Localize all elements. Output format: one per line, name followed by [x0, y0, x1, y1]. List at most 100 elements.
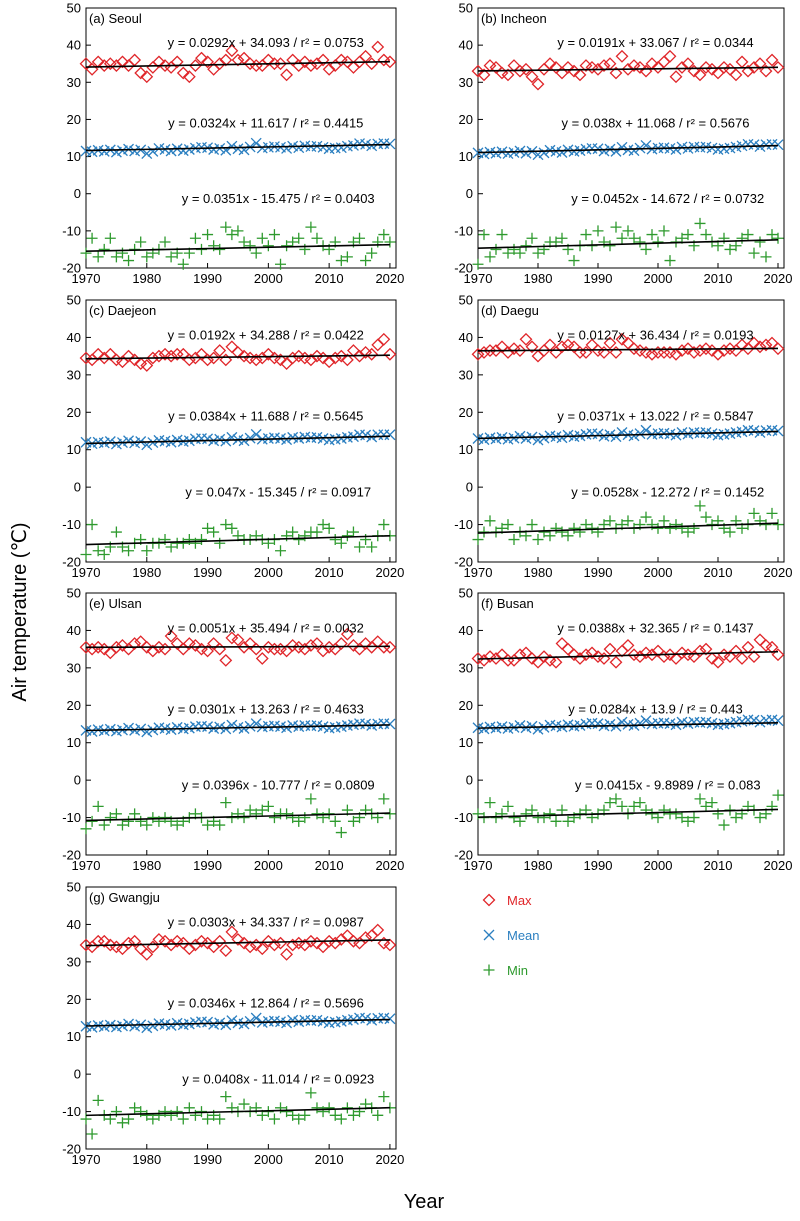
legend-item-mean: Mean — [483, 928, 540, 943]
data-point — [657, 650, 671, 664]
data-point — [646, 519, 658, 531]
x-tick-label: 2010 — [315, 858, 344, 873]
data-point — [658, 804, 670, 816]
equation-label: y = 0.0528x - 12.272 / r² = 0.1452 — [571, 485, 764, 500]
data-point — [123, 255, 135, 267]
y-tick-label: -10 — [62, 1104, 81, 1119]
data-point — [347, 1109, 359, 1121]
x-tick-label: 1980 — [132, 858, 161, 873]
x-tick-label: 1990 — [584, 565, 613, 580]
data-point — [520, 808, 532, 820]
data-point — [177, 1113, 189, 1125]
data-point — [159, 1106, 171, 1118]
data-point — [214, 433, 226, 445]
legend-marker — [482, 893, 496, 907]
legend-label: Max — [507, 893, 532, 908]
data-point — [765, 53, 779, 67]
data-point — [372, 236, 384, 248]
data-point — [244, 240, 256, 252]
x-tick-label: 2000 — [644, 858, 673, 873]
data-point — [526, 804, 538, 816]
series-min: y = 0.0415x - 9.8989 / r² = 0.083 — [472, 778, 784, 831]
data-point — [603, 642, 617, 656]
data-point — [225, 925, 239, 939]
trend-line — [477, 144, 779, 154]
data-point — [513, 648, 527, 662]
data-point — [92, 1094, 104, 1106]
x-tick-label: 2020 — [375, 271, 404, 286]
data-point — [177, 537, 189, 549]
data-point — [383, 347, 397, 361]
x-tick-label: 2020 — [375, 1152, 404, 1167]
trend-line — [85, 435, 390, 445]
data-point — [92, 800, 104, 812]
data-point — [730, 240, 742, 252]
data-point — [262, 800, 274, 812]
data-point — [377, 332, 391, 346]
data-point — [293, 815, 305, 827]
data-point — [628, 145, 640, 157]
data-point — [340, 627, 354, 641]
data-point — [555, 637, 569, 650]
data-point — [116, 55, 129, 69]
data-point — [226, 1015, 238, 1027]
series-min: y = 0.0528x - 12.272 / r² = 0.1452 — [472, 485, 784, 546]
trend-line — [477, 722, 779, 729]
data-point — [766, 507, 778, 519]
y-tick-label: 20 — [459, 112, 473, 127]
data-point — [532, 723, 544, 735]
data-point — [700, 229, 712, 241]
data-point — [134, 66, 148, 80]
y-tick-label: 50 — [67, 880, 81, 895]
data-point — [735, 338, 749, 352]
panel: -20 -10 0 10 20 30 40 50 1970 1980 1990 2000 2010 202… — [62, 293, 404, 581]
data-point — [556, 526, 568, 538]
data-point — [104, 436, 116, 447]
data-point — [628, 430, 640, 442]
data-point — [287, 1109, 299, 1121]
x-tick-label: 2020 — [764, 565, 793, 580]
panel-title: (g) Gwangju — [89, 890, 160, 905]
data-point — [201, 644, 214, 658]
data-point — [610, 793, 622, 805]
data-point — [226, 140, 238, 152]
data-point — [682, 815, 694, 827]
data-point — [237, 51, 251, 65]
data-point — [202, 522, 214, 534]
x-tick-label: 2020 — [764, 271, 793, 286]
x-tick-label: 1970 — [464, 271, 493, 286]
data-point — [634, 717, 646, 729]
data-point — [165, 145, 177, 157]
data-point — [592, 718, 604, 730]
data-point — [141, 148, 153, 160]
data-point — [693, 644, 707, 658]
data-point — [109, 940, 123, 954]
data-point — [261, 53, 275, 67]
data-point — [214, 537, 226, 549]
data-point — [201, 55, 214, 69]
data-point — [110, 808, 122, 820]
data-point — [550, 522, 562, 534]
data-point — [759, 64, 773, 78]
data-point — [305, 793, 317, 805]
data-point — [603, 336, 617, 350]
equation-label: y = 0.038x + 11.068 / r² = 0.5676 — [561, 116, 749, 131]
data-point — [110, 526, 122, 538]
data-point — [92, 545, 104, 557]
data-point — [478, 148, 490, 160]
data-point — [586, 522, 598, 534]
data-point — [262, 240, 274, 252]
equation-label: y = 0.0324x + 11.617 / r² = 0.4415 — [168, 116, 363, 131]
data-point — [255, 652, 269, 665]
data-point — [371, 338, 385, 352]
data-point — [244, 1015, 256, 1027]
data-point — [759, 338, 773, 352]
x-tick-label: 1990 — [584, 271, 613, 286]
data-point — [622, 515, 634, 527]
data-point — [238, 1098, 250, 1110]
data-point — [616, 232, 628, 244]
data-point — [513, 64, 527, 78]
data-point — [85, 353, 99, 367]
data-point — [556, 432, 568, 444]
data-point — [372, 1109, 384, 1121]
